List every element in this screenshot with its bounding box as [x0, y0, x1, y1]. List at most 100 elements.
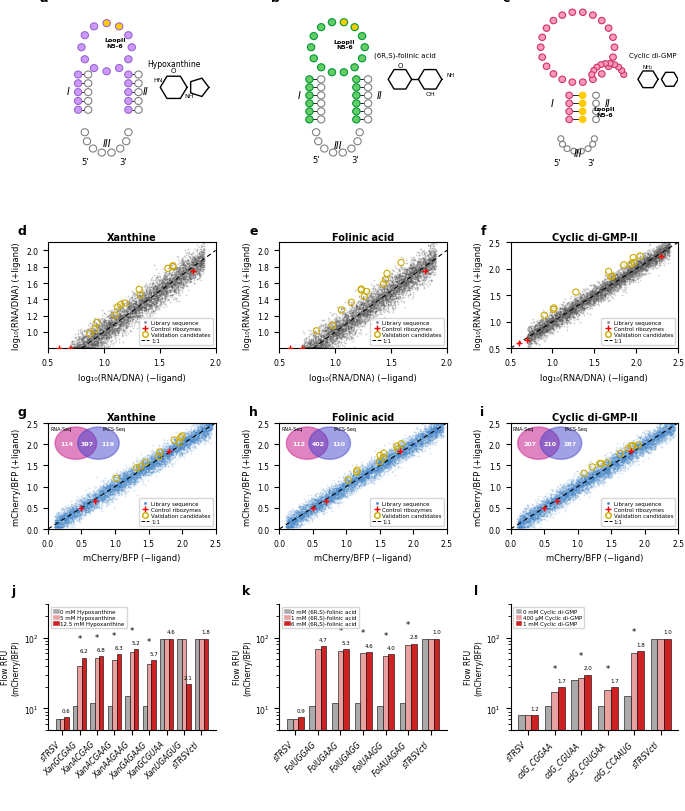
Point — [192, 423, 203, 436]
Point — [560, 493, 571, 506]
Point — [162, 277, 173, 290]
Point — [623, 272, 634, 285]
Point — [155, 297, 166, 310]
Point — [377, 453, 388, 466]
Point — [634, 255, 645, 268]
Point — [653, 250, 664, 263]
Point — [70, 511, 81, 524]
Point — [73, 513, 84, 526]
Point — [638, 256, 649, 269]
Point — [570, 485, 581, 498]
Point — [297, 342, 308, 355]
Point — [179, 437, 190, 450]
Point — [178, 438, 189, 451]
Point — [85, 334, 96, 347]
Point — [326, 490, 337, 503]
Point — [513, 521, 524, 534]
Point — [359, 475, 370, 488]
Point — [577, 292, 588, 305]
Point — [66, 342, 77, 355]
Point — [644, 439, 655, 452]
Point — [574, 476, 585, 489]
Point — [82, 493, 93, 506]
Point — [667, 421, 677, 434]
Point — [169, 283, 180, 296]
Point — [349, 317, 360, 330]
Point — [146, 457, 157, 470]
Point — [345, 320, 356, 333]
Point — [116, 307, 127, 320]
Point — [110, 482, 121, 495]
Point — [407, 449, 418, 462]
Point — [391, 450, 402, 463]
Point — [108, 481, 119, 494]
Point — [305, 507, 316, 520]
Point — [170, 442, 181, 455]
Point — [554, 492, 565, 505]
Point — [393, 450, 404, 463]
Point — [555, 321, 566, 334]
Point — [424, 253, 435, 266]
Point — [347, 475, 358, 488]
Point — [527, 326, 538, 339]
Point — [136, 298, 147, 311]
Point — [641, 260, 652, 273]
Point — [406, 262, 416, 275]
Point — [582, 476, 593, 489]
Point — [377, 464, 388, 477]
Point — [620, 262, 631, 275]
Point — [119, 474, 130, 487]
Point — [351, 484, 362, 497]
Point — [419, 268, 430, 281]
Point — [545, 492, 556, 505]
Point — [534, 321, 545, 334]
Point — [558, 487, 569, 500]
Point — [138, 305, 149, 318]
Point — [614, 442, 625, 455]
Point — [129, 300, 140, 313]
Point — [398, 436, 409, 449]
Point — [127, 302, 138, 315]
Point — [399, 272, 410, 285]
Point — [388, 285, 399, 298]
Point — [283, 512, 294, 525]
Point — [647, 444, 658, 457]
Point — [536, 495, 547, 508]
Point — [155, 443, 166, 456]
Bar — [658, 639, 664, 811]
Point — [308, 499, 319, 512]
Point — [169, 278, 179, 291]
Point — [424, 436, 435, 448]
Point — [602, 277, 613, 290]
Point — [604, 283, 615, 296]
Point — [643, 437, 654, 450]
Point — [301, 342, 312, 355]
Point — [103, 485, 114, 498]
Point — [530, 327, 541, 340]
Point — [123, 312, 134, 325]
Point — [183, 257, 194, 270]
Point — [198, 423, 209, 436]
Point — [338, 467, 349, 480]
Point — [532, 503, 543, 516]
Point — [647, 253, 658, 266]
Point — [308, 507, 319, 520]
Point — [427, 242, 438, 255]
Point — [319, 338, 329, 351]
Point — [292, 509, 303, 522]
Point — [547, 484, 558, 497]
Point — [365, 466, 376, 479]
Point — [400, 279, 411, 292]
Point — [134, 464, 145, 477]
Point — [375, 465, 386, 478]
Point — [301, 342, 312, 355]
Point — [532, 319, 543, 332]
Point — [119, 475, 130, 488]
Point — [634, 261, 645, 274]
Point — [146, 298, 157, 311]
Point — [606, 277, 617, 290]
Point — [188, 253, 199, 266]
Point — [606, 461, 616, 474]
Point — [388, 272, 399, 285]
Point — [409, 253, 420, 266]
